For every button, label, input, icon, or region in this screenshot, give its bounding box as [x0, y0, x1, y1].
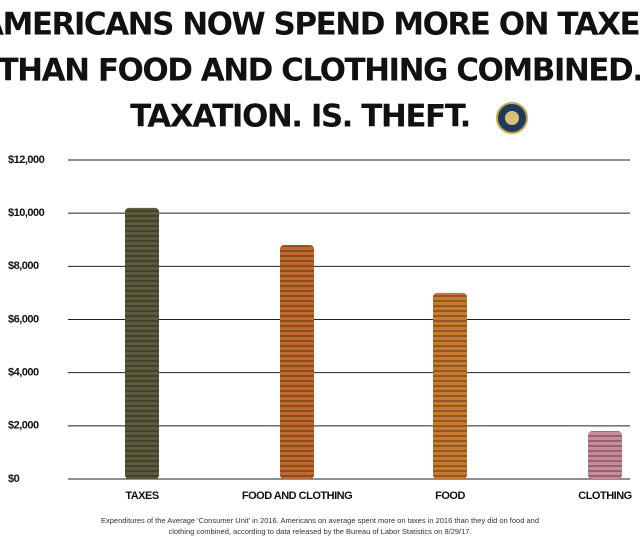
y-tick-label: $0	[8, 473, 20, 485]
y-tick-label: $2,000	[8, 420, 39, 432]
caption-line: Expenditures of the Average 'Consumer Un…	[101, 516, 539, 525]
title-line: THAN FOOD AND CLOTHING COMBINED.	[0, 53, 640, 89]
x-tick-label: FOOD AND CLOTHING	[242, 490, 352, 502]
title-line: TAXATION. IS. THEFT.	[130, 99, 470, 135]
y-tick-label: $12,000	[8, 154, 45, 166]
emblem	[496, 102, 528, 134]
caption-line: clothing combined, according to data rel…	[168, 527, 471, 536]
y-tick-label: $10,000	[8, 207, 45, 219]
y-tick-label: $4,000	[8, 367, 39, 379]
y-tick-label: $8,000	[8, 260, 39, 272]
bar-texture	[588, 431, 622, 479]
bar-texture	[280, 245, 314, 479]
y-tick-label: $6,000	[8, 313, 39, 325]
x-tick-label: TAXES	[125, 490, 159, 502]
x-tick-label: FOOD	[435, 490, 465, 502]
bar-texture	[433, 292, 467, 479]
x-tick-label: CLOTHING	[578, 490, 631, 502]
title-line: AMERICANS NOW SPEND MORE ON TAXES	[0, 7, 640, 43]
bar-texture	[125, 207, 159, 479]
